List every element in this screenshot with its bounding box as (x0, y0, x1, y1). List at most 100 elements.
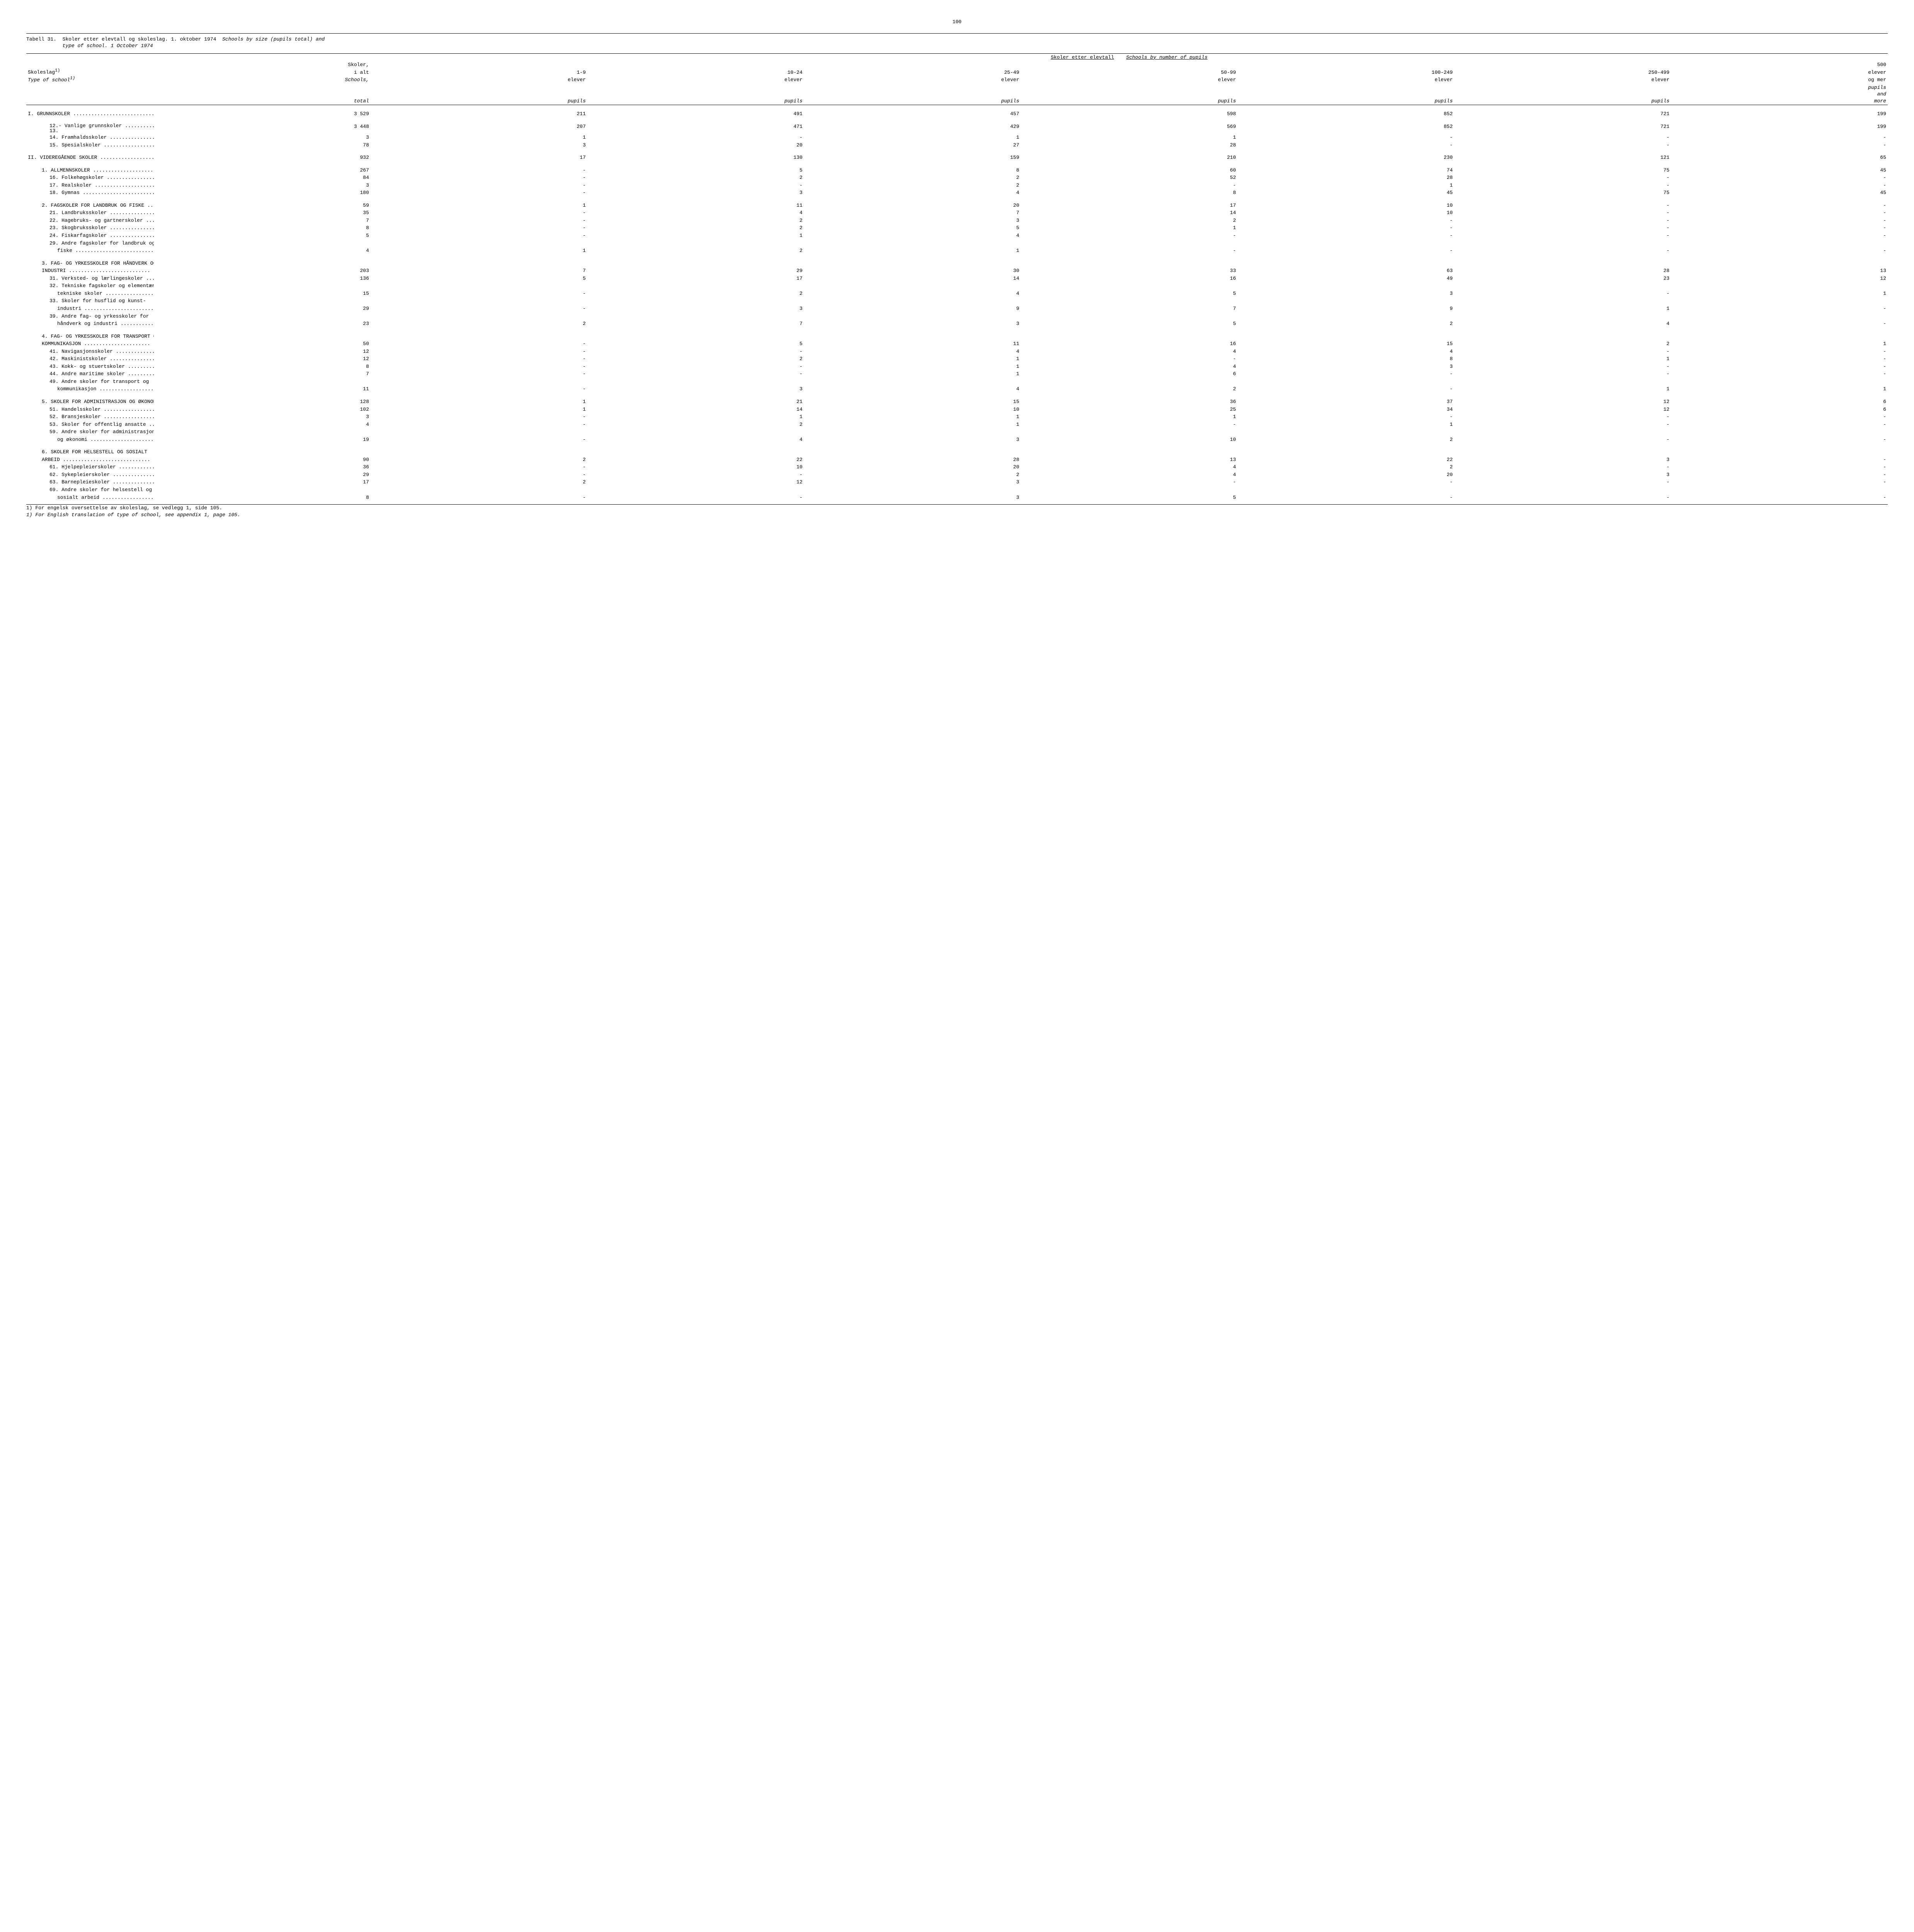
table-row: 2. FAGSKOLER FOR LANDBRUK OG FISKE ....5… (26, 197, 1888, 209)
row-label: 6. SKOLER FOR HELSESTELL OG SOSIALT (26, 443, 154, 456)
cell (1671, 240, 1888, 247)
cell: 130 (587, 149, 804, 162)
row-label: ARBEID ............................. (26, 456, 154, 464)
cell (1237, 240, 1454, 247)
cell: 3 (1454, 471, 1671, 479)
cell: 75 (1454, 189, 1671, 197)
cell: - (1454, 290, 1671, 298)
cell (587, 443, 804, 456)
cell: - (1021, 247, 1238, 255)
cell: 471 (587, 118, 804, 134)
cell: 22 (1237, 456, 1454, 464)
row-label: 59. Andre skoler for administrasjon (26, 428, 154, 436)
cell (804, 297, 1021, 305)
cell: 210 (1021, 149, 1238, 162)
cell: 4 (587, 436, 804, 444)
table-row: 42. Maskinistskoler ................12-2… (26, 355, 1888, 363)
row-label: 14. Framhaldsskoler ................ (26, 134, 154, 141)
cell (1237, 378, 1454, 386)
cell: 2 (1237, 320, 1454, 328)
cell: - (1671, 141, 1888, 149)
table-row: 17. Realskoler .....................3--2… (26, 182, 1888, 189)
table-row: 41. Navigasjonsskoler ..............12--… (26, 348, 1888, 355)
cell: 1 (804, 134, 1021, 141)
cell: 1 (371, 247, 587, 255)
cell: 1 (1021, 413, 1238, 421)
cell: 12 (587, 478, 804, 486)
row-label: industri ....................... (26, 305, 154, 313)
cell: 2 (371, 456, 587, 464)
cell: 45 (1671, 189, 1888, 197)
cell: 1 (1454, 385, 1671, 393)
row-label: 32. Tekniske fagskoler og elementær- (26, 282, 154, 290)
row-label: 2. FAGSKOLER FOR LANDBRUK OG FISKE .... (26, 197, 154, 209)
cell: - (1671, 471, 1888, 479)
table-row: 22. Hagebruks- og gartnerskoler ....7-23… (26, 217, 1888, 224)
table-row: KOMMUNIKASJON ......................50-5… (26, 340, 1888, 348)
cell: - (587, 182, 804, 189)
cell: 7 (587, 320, 804, 328)
cell: - (1671, 174, 1888, 182)
cell: 23 (154, 320, 371, 328)
row-label: 31. Verksted- og lærlingeskoler .... (26, 275, 154, 282)
table-title: Tabell 31. Skoler etter elevtall og skol… (26, 33, 1888, 49)
table-row: 53. Skoler for offentlig ansatte ...4-21… (26, 421, 1888, 429)
cell: - (1671, 232, 1888, 240)
cell: - (1671, 463, 1888, 471)
cell: 3 (1237, 363, 1454, 371)
row-label: sosialt arbeid ................. (26, 494, 154, 502)
cell: 12 (1454, 406, 1671, 413)
cell: - (1237, 247, 1454, 255)
cell (371, 282, 587, 290)
table-row: 33. Skoler for husflid og kunst- (26, 297, 1888, 305)
cell: - (371, 463, 587, 471)
row-label: 22. Hagebruks- og gartnerskoler .... (26, 217, 154, 224)
col7-c: og mer (1671, 76, 1888, 84)
cell (1671, 313, 1888, 320)
cell: 128 (154, 393, 371, 406)
row-label: 15. Spesialskoler .................. (26, 141, 154, 149)
cell: 11 (587, 197, 804, 209)
title-en: Schools by size (pupils total) and (222, 36, 325, 43)
cell: 598 (1021, 105, 1238, 118)
cell: - (1671, 247, 1888, 255)
cell: 20 (1237, 471, 1454, 479)
cell: 8 (804, 162, 1021, 174)
cell (804, 240, 1021, 247)
table-row: 43. Kokk- og stuertskoler ..........8--1… (26, 363, 1888, 371)
cell: 11 (804, 340, 1021, 348)
table-row: 39. Andre fag- og yrkesskoler for (26, 313, 1888, 320)
cell: 2 (587, 355, 804, 363)
page-number: 100 (26, 19, 1888, 26)
cell: 4 (587, 209, 804, 217)
cell: 1 (1454, 305, 1671, 313)
cell: 34 (1237, 406, 1454, 413)
cell: 12 (154, 348, 371, 355)
cell: 20 (804, 197, 1021, 209)
cell: 5 (804, 224, 1021, 232)
cell: 1 (1237, 182, 1454, 189)
cell (1237, 313, 1454, 320)
cell: 8 (1021, 189, 1238, 197)
col3-a: 25-49 (804, 69, 1021, 77)
cell (154, 240, 371, 247)
cell: - (1454, 370, 1671, 378)
cell: 36 (154, 463, 371, 471)
cell (154, 282, 371, 290)
cell: 28 (1021, 141, 1238, 149)
cell (1237, 297, 1454, 305)
cell: - (1671, 370, 1888, 378)
title-no: Skoler etter elevtall og skoleslag. 1. o… (63, 36, 216, 43)
data-table: Skoleslag1) Type of school1) Skoler ette… (26, 53, 1888, 501)
cell (1021, 328, 1238, 340)
cell: 16 (1021, 340, 1238, 348)
cell: 28 (1454, 267, 1671, 275)
cell (587, 378, 804, 386)
col7-a: 500 (1671, 61, 1888, 69)
cell (1021, 255, 1238, 267)
cell: - (1454, 141, 1671, 149)
cell: - (1671, 456, 1888, 464)
cell (1237, 428, 1454, 436)
cell: - (1021, 421, 1238, 429)
cell (371, 297, 587, 305)
